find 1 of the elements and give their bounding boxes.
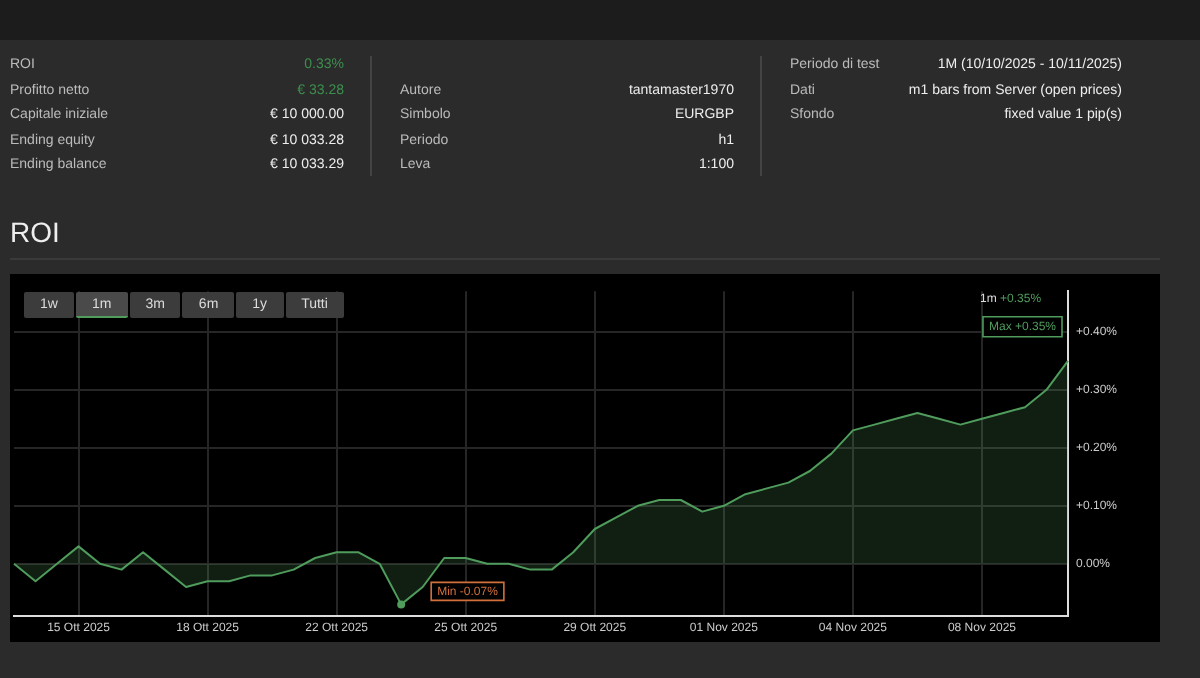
chart-title: ROI — [10, 216, 60, 248]
